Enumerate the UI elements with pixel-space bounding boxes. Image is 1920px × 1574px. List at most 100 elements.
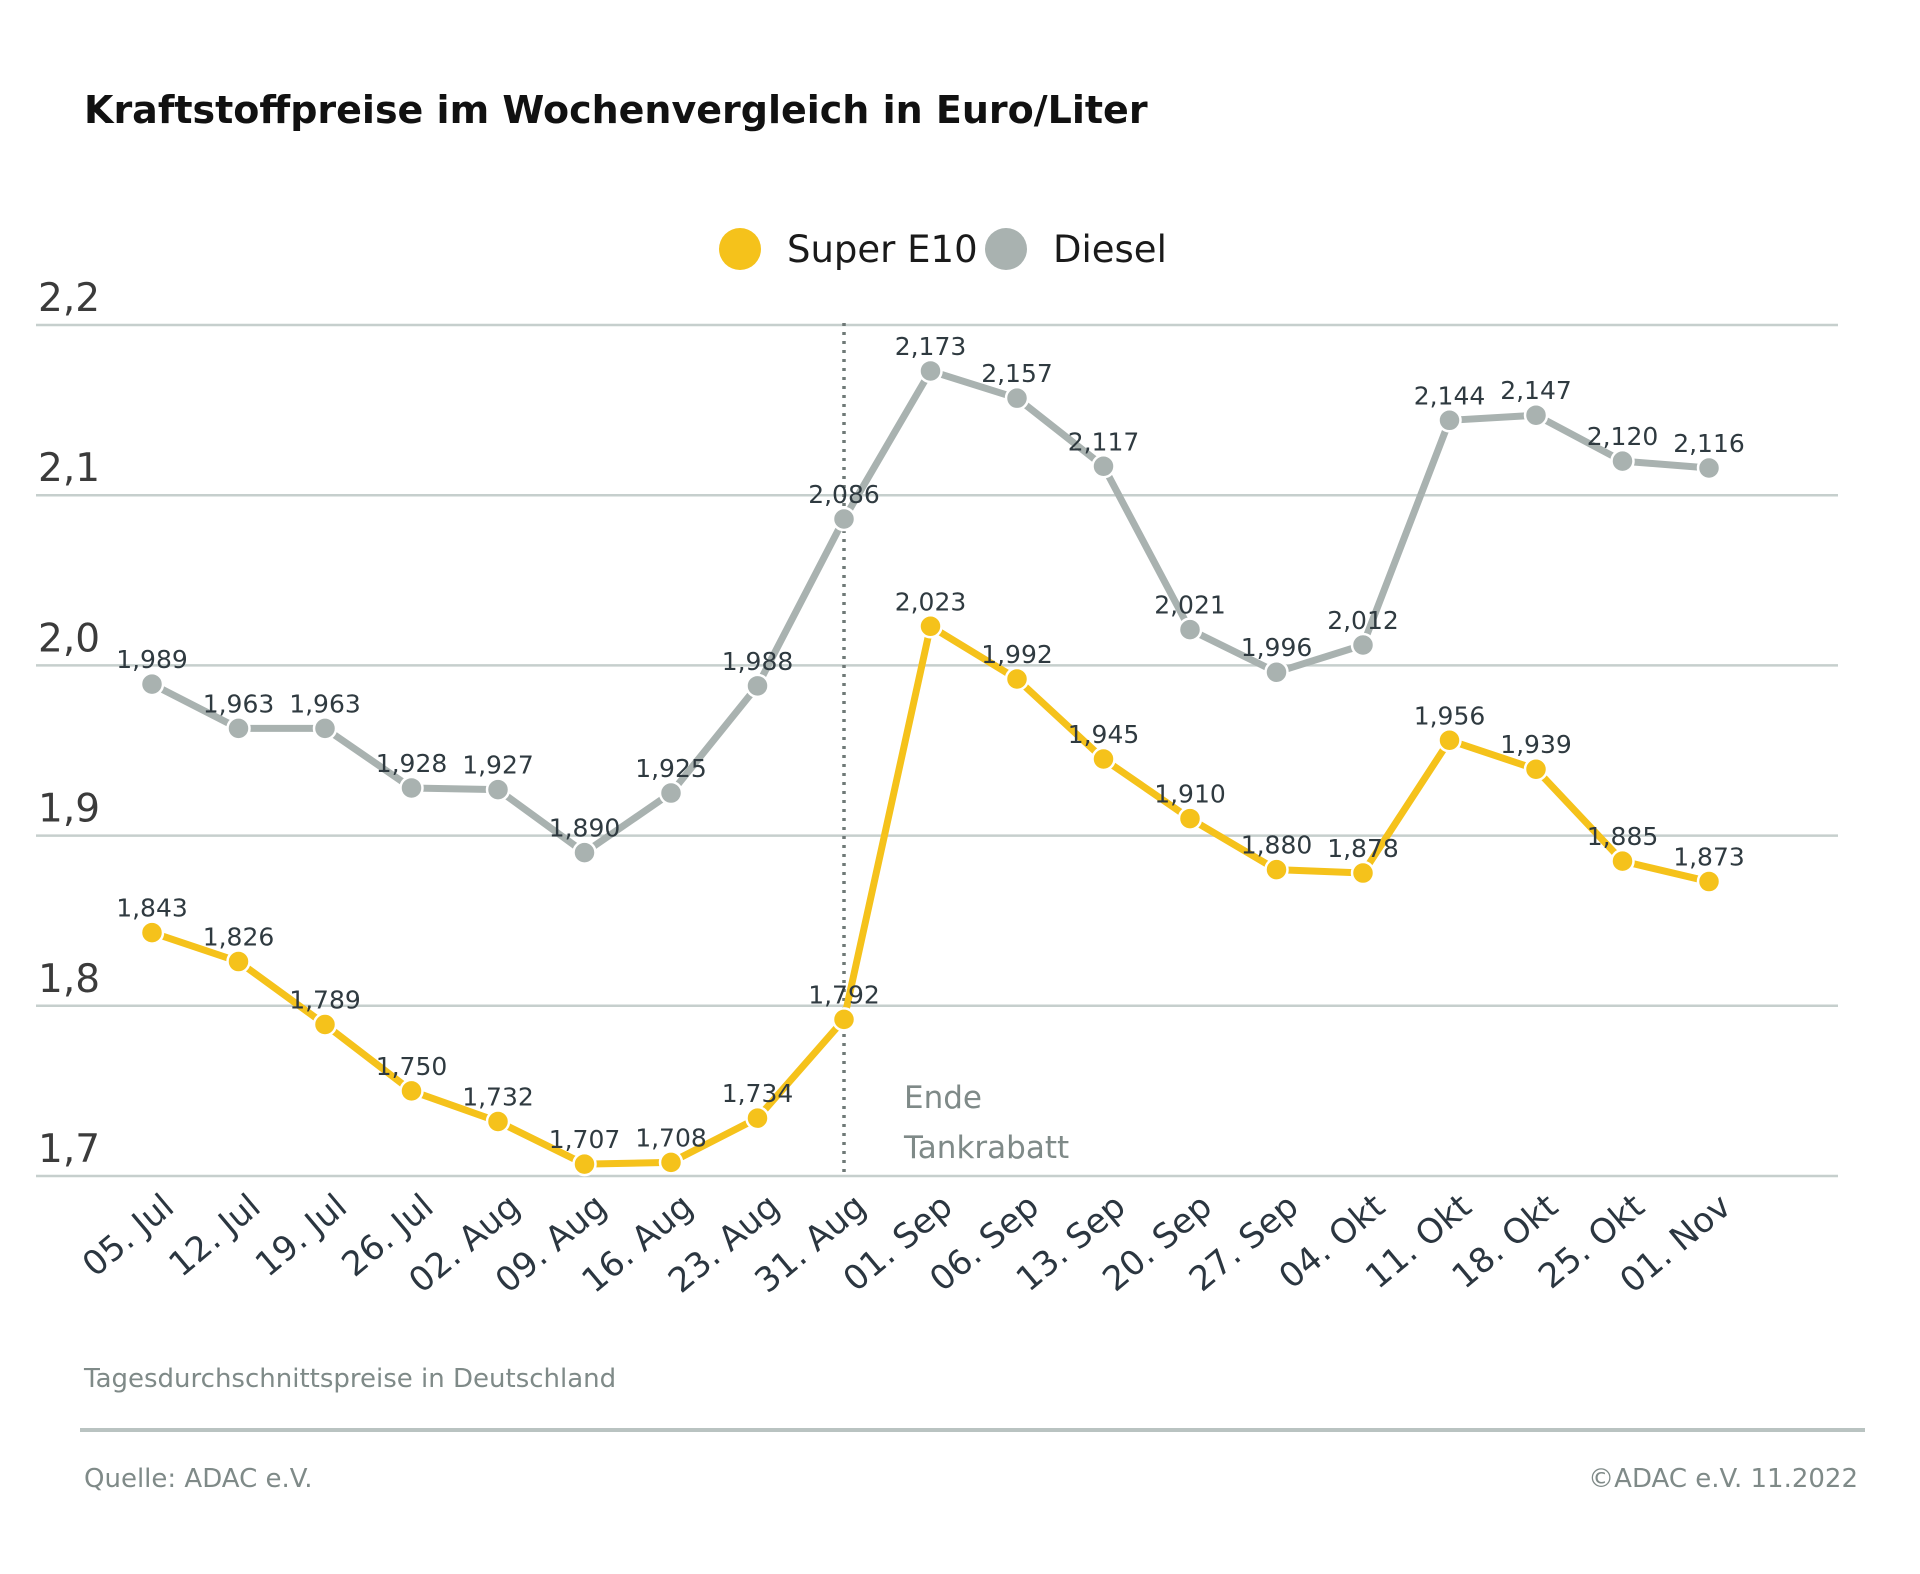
data-point-diesel [745,673,770,699]
data-point-super-e10 [1004,666,1030,692]
x-tick-label: 12. Jul [161,1186,268,1285]
data-label-super-e10: 1,910 [1154,780,1226,809]
data-point-super-e10 [226,949,251,974]
data-point-super-e10 [1264,857,1289,882]
data-label-super-e10: 1,734 [722,1079,794,1108]
data-point-diesel [1523,402,1549,428]
data-point-super-e10 [1696,869,1722,894]
data-label-diesel: 1,927 [462,751,534,780]
data-label-diesel: 2,116 [1673,429,1745,458]
annotation-line-1: Ende [904,1080,982,1116]
data-point-super-e10 [1350,860,1376,886]
y-tick-label: 1,8 [38,957,100,1002]
chart-title: Kraftstoffpreise im Wochenvergleich in E… [84,88,1148,132]
data-label-diesel: 1,925 [635,754,707,783]
data-labels: 1,843 1,826 1,789 1,750 1,732 1,707 1,708 1,734… [116,332,1745,1154]
copyright-text: ©ADAC e.V. 11.2022 [1588,1464,1858,1494]
legend: Super E10 Diesel [719,228,1167,271]
data-label-diesel: 2,144 [1414,381,1486,410]
data-point-super-e10 [139,920,165,945]
data-point-diesel [485,777,511,802]
data-label-diesel: 2,021 [1154,591,1226,620]
data-label-super-e10: 1,792 [808,980,880,1009]
y-tick-label: 2,2 [38,276,100,321]
data-label-super-e10: 1,708 [635,1123,707,1152]
data-point-super-e10 [831,1007,857,1032]
data-label-super-e10: 1,956 [1414,701,1486,730]
data-point-super-e10 [658,1150,684,1175]
data-label-super-e10: 1,750 [376,1052,448,1081]
data-label-super-e10: 1,873 [1673,843,1745,872]
data-point-diesel [1091,454,1116,479]
data-point-super-e10 [1523,756,1549,782]
data-label-diesel: 1,988 [722,647,794,676]
source-text: Quelle: ADAC e.V. [84,1464,312,1494]
data-point-diesel [226,716,251,741]
y-tick-label: 1,7 [38,1127,100,1172]
data-point-diesel [1350,632,1376,658]
data-point-super-e10 [745,1105,770,1131]
data-label-super-e10: 1,880 [1241,831,1313,860]
legend-swatch-diesel [985,228,1027,270]
data-point-super-e10 [1091,746,1116,772]
data-label-super-e10: 1,939 [1500,730,1572,759]
data-point-diesel [572,840,597,865]
data-point-diesel [1610,448,1635,474]
data-label-super-e10: 1,945 [1068,720,1140,749]
data-point-diesel [918,358,943,384]
data-label-diesel: 1,989 [116,645,188,674]
annotation-ende-tankrabatt: Ende Tankrabatt [842,323,1069,1175]
data-point-diesel [399,775,424,801]
y-tick-label: 1,9 [38,787,100,832]
data-label-diesel: 2,173 [895,332,967,361]
data-point-diesel [312,716,338,741]
data-label-diesel: 2,117 [1068,427,1140,456]
data-label-diesel: 2,012 [1327,606,1399,635]
data-point-diesel [139,671,165,697]
data-point-super-e10 [1177,806,1203,831]
data-label-super-e10: 2,023 [895,587,967,616]
data-point-diesel [1264,659,1289,685]
data-label-diesel: 2,086 [808,480,880,509]
data-point-super-e10 [485,1109,511,1134]
data-point-diesel [1177,617,1203,642]
data-label-diesel: 1,996 [1241,633,1313,662]
data-point-super-e10 [1437,728,1462,753]
data-label-super-e10: 1,992 [981,640,1053,669]
annotation-line-2: Tankrabatt [903,1130,1069,1166]
legend-swatch-super-e10 [719,228,761,270]
footnote: Tagesdurchschnittspreise in Deutschland [83,1364,616,1394]
data-label-diesel: 2,120 [1587,422,1659,451]
data-point-super-e10 [918,614,943,639]
data-label-super-e10: 1,789 [289,986,361,1015]
data-label-diesel: 1,963 [203,689,275,718]
data-point-diesel [1696,455,1722,481]
data-label-super-e10: 1,826 [203,923,275,952]
y-tick-label: 2,1 [38,446,100,491]
legend-label-super-e10: Super E10 [787,228,978,271]
data-point-super-e10 [312,1012,338,1037]
y-tick-label: 2,0 [38,616,100,661]
data-label-super-e10: 1,707 [549,1125,621,1154]
data-point-super-e10 [1610,848,1635,874]
data-label-super-e10: 1,885 [1587,822,1659,851]
data-label-diesel: 2,147 [1500,376,1572,405]
data-point-diesel [1437,408,1462,433]
data-point-super-e10 [572,1151,597,1177]
gridlines [36,323,1838,1178]
legend-label-diesel: Diesel [1053,228,1167,271]
data-point-diesel [1004,385,1030,411]
data-label-diesel: 2,157 [981,359,1053,388]
x-tick-label: 19. Jul [248,1186,355,1285]
x-tick-label: 05. Jul [75,1186,182,1285]
data-point-super-e10 [399,1078,424,1104]
y-axis-ticks: 1,7 1,8 1,9 2,0 2,1 2,2 [38,276,100,1172]
data-label-diesel: 1,963 [289,689,361,718]
data-label-super-e10: 1,843 [116,894,188,923]
data-point-diesel [658,780,684,806]
data-point-diesel [831,506,857,532]
data-label-super-e10: 1,878 [1327,834,1399,863]
data-label-diesel: 1,890 [549,814,621,843]
